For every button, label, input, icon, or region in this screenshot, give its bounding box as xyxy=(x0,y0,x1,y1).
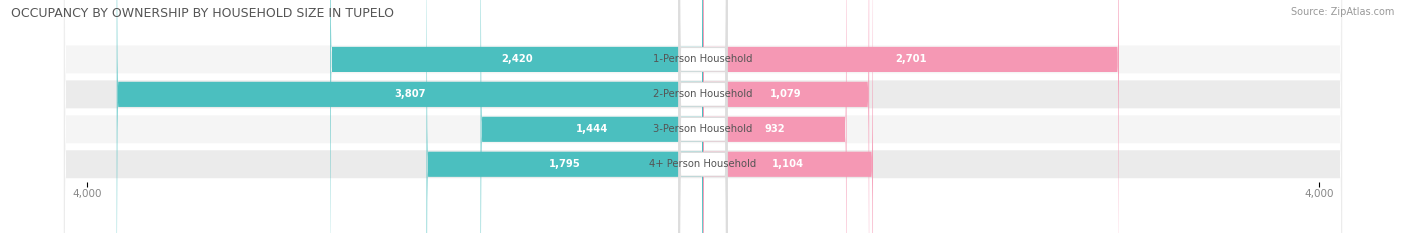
Text: 1-Person Household: 1-Person Household xyxy=(654,55,752,64)
Text: 1,795: 1,795 xyxy=(548,159,581,169)
FancyBboxPatch shape xyxy=(63,0,1343,233)
Text: 2,701: 2,701 xyxy=(896,55,927,64)
FancyBboxPatch shape xyxy=(481,0,703,233)
Text: 1,104: 1,104 xyxy=(772,159,804,169)
Text: 3-Person Household: 3-Person Household xyxy=(654,124,752,134)
FancyBboxPatch shape xyxy=(703,0,846,233)
FancyBboxPatch shape xyxy=(63,0,1343,233)
Text: 932: 932 xyxy=(765,124,785,134)
Text: 4+ Person Household: 4+ Person Household xyxy=(650,159,756,169)
FancyBboxPatch shape xyxy=(117,0,703,233)
FancyBboxPatch shape xyxy=(679,0,727,233)
FancyBboxPatch shape xyxy=(679,0,727,233)
FancyBboxPatch shape xyxy=(426,0,703,233)
Text: OCCUPANCY BY OWNERSHIP BY HOUSEHOLD SIZE IN TUPELO: OCCUPANCY BY OWNERSHIP BY HOUSEHOLD SIZE… xyxy=(11,7,394,20)
FancyBboxPatch shape xyxy=(679,0,727,233)
FancyBboxPatch shape xyxy=(703,0,873,233)
FancyBboxPatch shape xyxy=(63,0,1343,233)
FancyBboxPatch shape xyxy=(679,0,727,233)
Text: Source: ZipAtlas.com: Source: ZipAtlas.com xyxy=(1291,7,1395,17)
Text: 1,079: 1,079 xyxy=(770,89,801,99)
FancyBboxPatch shape xyxy=(703,0,869,233)
Text: 3,807: 3,807 xyxy=(394,89,426,99)
FancyBboxPatch shape xyxy=(703,0,1119,233)
Legend: Owner-occupied, Renter-occupied: Owner-occupied, Renter-occupied xyxy=(591,231,815,233)
FancyBboxPatch shape xyxy=(63,0,1343,233)
Text: 2-Person Household: 2-Person Household xyxy=(654,89,752,99)
Text: 2,420: 2,420 xyxy=(501,55,533,64)
FancyBboxPatch shape xyxy=(330,0,703,233)
Text: 1,444: 1,444 xyxy=(575,124,607,134)
